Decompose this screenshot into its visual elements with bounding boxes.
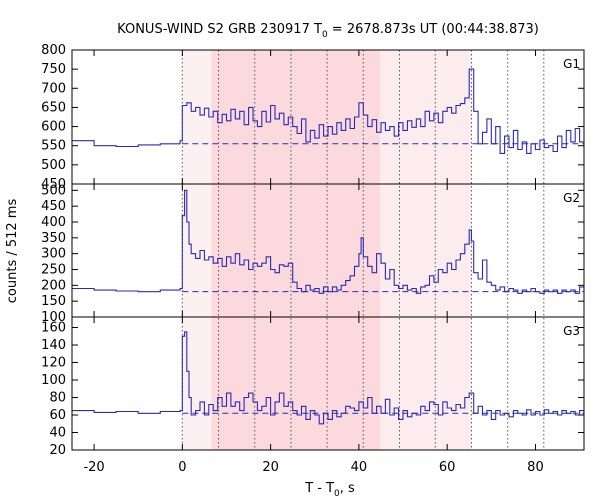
y-tick-label: 150 bbox=[41, 294, 66, 309]
panel-g3: 20 40 60 80 100 120 140 160 G3 bbox=[41, 316, 585, 458]
y-tick-label: 60 bbox=[49, 408, 66, 423]
y-tick-label: 100 bbox=[41, 310, 66, 325]
y-tick-label: 700 bbox=[41, 81, 66, 96]
chart-title: KONUS-WIND S2 GRB 230917 T0 = 2678.873s … bbox=[117, 22, 539, 40]
y-tick-label: 750 bbox=[41, 62, 66, 77]
y-tick-label: 200 bbox=[41, 278, 66, 293]
y-tick-label: 350 bbox=[41, 231, 66, 246]
y-tick-label: 160 bbox=[41, 321, 66, 336]
x-axis-title: T - T0, s bbox=[304, 481, 355, 499]
y-tick-label: 80 bbox=[49, 391, 66, 406]
shaded-interval-3 bbox=[380, 50, 472, 450]
shaded-interval-1 bbox=[182, 50, 212, 450]
panel-label: G1 bbox=[563, 57, 580, 71]
y-tick-label: 300 bbox=[41, 247, 66, 262]
y-tick-label: 650 bbox=[41, 100, 66, 115]
panels: 450500550600650700750800G110015020025030… bbox=[41, 43, 585, 475]
light-curve-g1 bbox=[72, 68, 584, 154]
y-tick-label: 800 bbox=[41, 43, 66, 58]
light-curve-g3 bbox=[72, 331, 584, 425]
y-tick-label: 550 bbox=[41, 139, 66, 154]
y-axis-title: counts / 512 ms bbox=[5, 199, 20, 304]
x-tick-label: 60 bbox=[439, 460, 456, 475]
x-tick-label: 0 bbox=[178, 460, 186, 475]
panel-frame bbox=[71, 316, 585, 451]
y-tick-label: 20 bbox=[49, 443, 66, 458]
y-tick-label: 600 bbox=[41, 120, 66, 135]
light-curve-g2 bbox=[72, 189, 584, 294]
shaded-interval-2 bbox=[211, 50, 381, 450]
x-tick-label: -20 bbox=[83, 460, 104, 475]
x-tick-label: 80 bbox=[527, 460, 544, 475]
panel-label: G3 bbox=[563, 324, 580, 338]
y-tick-label: 120 bbox=[41, 356, 66, 371]
y-tick-label: 100 bbox=[41, 373, 66, 388]
y-tick-label: 450 bbox=[41, 177, 66, 192]
y-tick-label: 140 bbox=[41, 338, 66, 353]
panel-label: G2 bbox=[563, 191, 580, 205]
y-tick-label: 250 bbox=[41, 263, 66, 278]
y-tick-label: 500 bbox=[41, 183, 66, 198]
y-tick-label: 400 bbox=[41, 215, 66, 230]
y-tick-label: 500 bbox=[41, 158, 66, 173]
x-tick-label: 40 bbox=[351, 460, 368, 475]
x-tick-label: 20 bbox=[262, 460, 279, 475]
y-tick-label: 450 bbox=[41, 199, 66, 214]
y-tick-label: 40 bbox=[49, 426, 66, 441]
